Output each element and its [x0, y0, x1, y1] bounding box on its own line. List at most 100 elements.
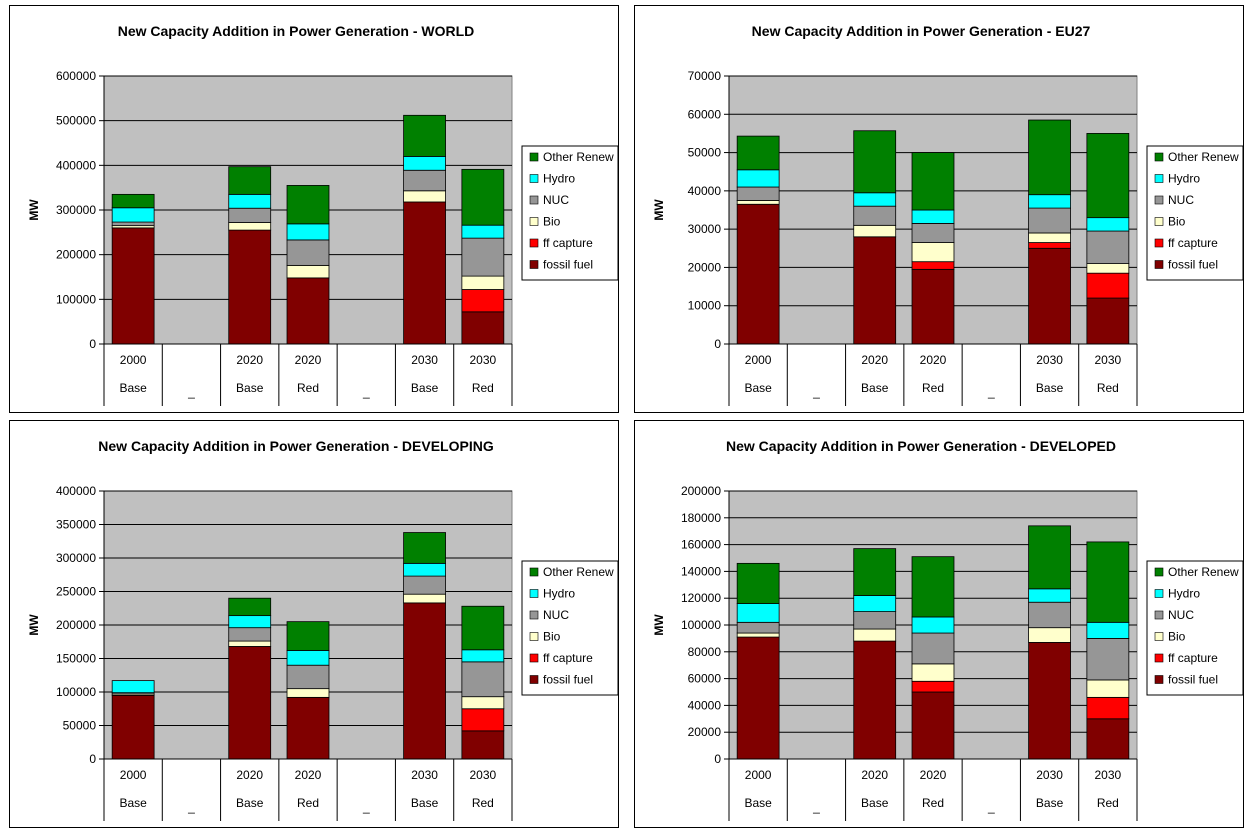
category-label-scenario: _: [187, 385, 195, 399]
legend-swatch: [529, 675, 539, 684]
category-label-scenario: Base: [119, 381, 147, 395]
bar-segment-fossil-fuel: [1086, 297, 1130, 345]
category-label-scenario: Red: [297, 381, 319, 395]
bar-segment-fossil-fuel: [403, 201, 446, 345]
bar-segment-hydro: [736, 169, 780, 188]
y-tick-label: 400000: [56, 484, 96, 498]
category-label-scenario: _: [187, 800, 195, 814]
y-tick-label: 10000: [688, 299, 722, 313]
bar-segment-other-renew: [111, 193, 155, 209]
bar-segment-fossil-fuel: [1028, 642, 1071, 760]
category-label-year: 2030: [411, 768, 438, 782]
bar-segment-bio: [911, 242, 955, 263]
legend-label: fossil fuel: [543, 673, 593, 687]
legend-swatch: [529, 653, 539, 663]
y-tick-label: 180000: [681, 511, 721, 525]
y-tick-label: 40000: [688, 184, 722, 198]
bar-segment-ff-capture: [461, 708, 505, 732]
legend-box: [1146, 560, 1244, 696]
category-label-year: 2030: [1036, 768, 1063, 782]
y-tick-label: 160000: [681, 538, 721, 552]
bar-segment-nuc: [403, 169, 446, 192]
bar-segment-nuc: [853, 611, 897, 630]
bar-segment-bio: [461, 275, 505, 290]
bar-segment-bio: [286, 688, 330, 698]
bar-segment-hydro: [228, 615, 272, 629]
chart-developed: New Capacity Addition in Power Generatio…: [652, 438, 1244, 821]
legend-swatch: [1154, 260, 1164, 269]
category-label-year: 2020: [861, 768, 888, 782]
legend: Other Renew Hydro NUC Bio ff capture fossil f…: [521, 145, 619, 281]
bar-segment-nuc: [111, 221, 155, 227]
category-label-scenario: _: [362, 800, 370, 814]
y-tick-label: 150000: [56, 652, 96, 666]
bar-segment-nuc: [286, 664, 330, 690]
y-tick-label: 60000: [688, 107, 722, 121]
bar-segment-fossil-fuel: [853, 236, 897, 345]
y-tick-label: 60000: [688, 672, 722, 686]
y-axis-label: MW: [27, 614, 41, 636]
bar-segment-other-renew: [1086, 541, 1130, 623]
legend-label: NUC: [543, 193, 569, 207]
legend-label: Other Renew: [1168, 150, 1239, 164]
bar-segment-hydro: [286, 223, 330, 241]
bar-segment-bio: [461, 696, 505, 710]
bar-segment-fossil-fuel: [286, 696, 330, 760]
legend-swatch: [529, 260, 539, 269]
y-tick-label: 300000: [56, 551, 96, 565]
legend-label: NUC: [1168, 193, 1194, 207]
y-tick-label: 400000: [56, 158, 96, 172]
legend-box: [521, 560, 619, 696]
legend-label: NUC: [543, 608, 569, 622]
bar-segment-hydro: [111, 207, 155, 223]
bar-segment-bio: [853, 224, 897, 238]
bar-segment-hydro: [736, 603, 780, 623]
bar-segment-fossil-fuel: [1086, 718, 1130, 760]
category-label-scenario: Base: [861, 796, 889, 810]
bar-segment-fossil-fuel: [286, 277, 330, 345]
legend-label: Other Renew: [1168, 565, 1239, 579]
bar-segment-fossil-fuel: [911, 268, 955, 345]
chart-title: New Capacity Addition in Power Generatio…: [752, 23, 1091, 39]
category-label-year: 2020: [920, 353, 947, 367]
legend-label: Hydro: [543, 587, 575, 601]
category-label-year: 2030: [1095, 353, 1122, 367]
bar-segment-fossil-fuel: [736, 203, 780, 345]
y-tick-label: 500000: [56, 114, 96, 128]
bar-segment-hydro: [461, 224, 505, 239]
bar-segment-other-renew: [1028, 525, 1071, 590]
y-tick-label: 600000: [56, 69, 96, 83]
bar-segment-ff-capture: [1086, 696, 1130, 720]
category-label-year: 2020: [295, 768, 322, 782]
bar-segment-nuc: [461, 237, 505, 277]
bar-segment-other-renew: [461, 168, 505, 226]
bar-segment-hydro: [461, 649, 505, 663]
bar-segment-ff-capture: [1028, 242, 1071, 249]
y-tick-label: 20000: [688, 725, 722, 739]
bar-segment-hydro: [403, 155, 446, 171]
category-label-year: 2000: [745, 768, 772, 782]
chart-panel-eu27: New Capacity Addition in Power Generatio…: [634, 5, 1244, 413]
legend-swatch: [1154, 610, 1164, 620]
bar-segment-nuc: [228, 207, 272, 223]
category-label-scenario: Red: [1097, 381, 1119, 395]
category-label-scenario: Red: [472, 381, 494, 395]
y-axis-label: MW: [27, 199, 41, 221]
legend-swatch: [1154, 195, 1164, 205]
y-tick-label: 80000: [688, 645, 722, 659]
bar-segment-hydro: [911, 209, 955, 224]
bar-segment-other-renew: [853, 130, 897, 194]
bar-segment-bio: [1086, 263, 1130, 274]
y-tick-label: 200000: [56, 248, 96, 262]
legend-label: Bio: [543, 215, 561, 229]
category-label-scenario: Red: [1097, 796, 1119, 810]
bar-segment-bio: [403, 190, 446, 203]
legend-label: fossil fuel: [1168, 258, 1218, 272]
category-label-scenario: Base: [411, 796, 439, 810]
y-tick-label: 50000: [688, 146, 722, 160]
legend-swatch: [1154, 675, 1164, 684]
bar-segment-hydro: [1086, 621, 1130, 639]
bar-segment-other-renew: [911, 556, 955, 618]
category-label-year: 2030: [470, 353, 497, 367]
bar-segment-other-renew: [228, 166, 272, 195]
